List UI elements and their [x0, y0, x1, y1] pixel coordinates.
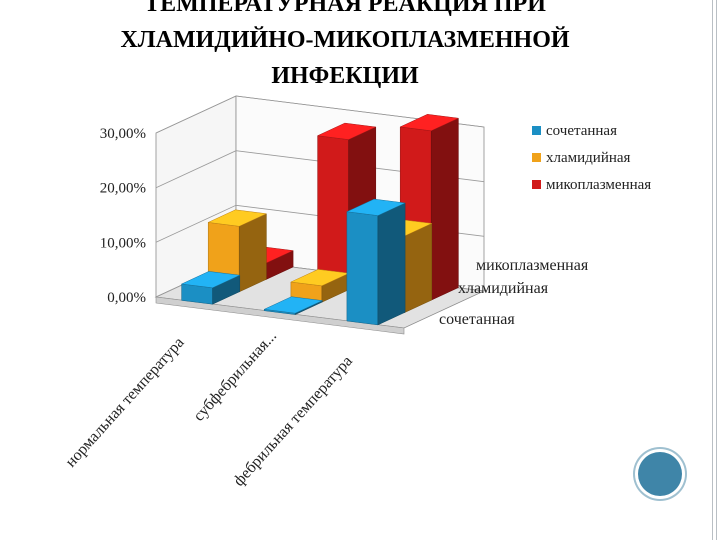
category-label: субфебрильная... — [190, 328, 280, 425]
y-tick-label: 0,00% — [107, 290, 146, 306]
bar-top — [263, 296, 324, 314]
bar-front — [317, 135, 349, 291]
bar-top — [207, 209, 268, 227]
y-tick-label: 10,00% — [100, 235, 146, 251]
bar-сочетанная-0 — [180, 271, 241, 305]
bar-сочетанная-2 — [346, 198, 406, 326]
bar-side — [238, 213, 267, 293]
bar-сочетанная-1 — [263, 296, 324, 315]
gridline-3 — [155, 95, 485, 134]
bar-top — [180, 271, 241, 289]
bar-front — [346, 211, 379, 326]
slide-title: ТЕМПЕРАТУРНАЯ РЕАКЦИЯ ПРИ ХЛАМИДИЙНО-МИК… — [0, 0, 690, 94]
title-line-3: ИНФЕКЦИИ — [271, 63, 419, 89]
bar-side — [430, 117, 459, 301]
y-tick-label: 20,00% — [100, 181, 146, 197]
depth-label: сочетанная — [439, 311, 515, 328]
frame-line-right — [716, 0, 717, 540]
bar-side — [377, 202, 406, 326]
depth-label: микоплазменная — [476, 257, 589, 274]
bar-top — [316, 122, 377, 140]
decorative-circle — [638, 452, 682, 496]
y-tick-label: 30,00% — [100, 126, 146, 142]
legend-label: микоплазменная — [546, 177, 651, 193]
depth-label: хламидийная — [458, 280, 549, 297]
bar-side — [404, 223, 433, 313]
bar-хламидийная-1 — [289, 269, 351, 303]
frame-line-left — [712, 0, 713, 540]
bar-top — [346, 198, 406, 216]
legend-swatch — [532, 180, 541, 189]
title-line-2: ХЛАМИДИЙНО-МИКОПЛАЗМЕННОЙ — [120, 27, 570, 53]
bar-top — [399, 114, 460, 132]
title-line-1: ТЕМПЕРАТУРНАЯ РЕАКЦИЯ ПРИ — [144, 0, 546, 17]
legend-swatch — [532, 153, 541, 162]
legend-swatch — [532, 126, 541, 135]
legend-label: хламидийная — [546, 150, 631, 166]
floor-edge — [155, 296, 405, 335]
category-label: нормальная температура — [62, 334, 187, 470]
legend-label: сочетанная — [546, 123, 617, 139]
